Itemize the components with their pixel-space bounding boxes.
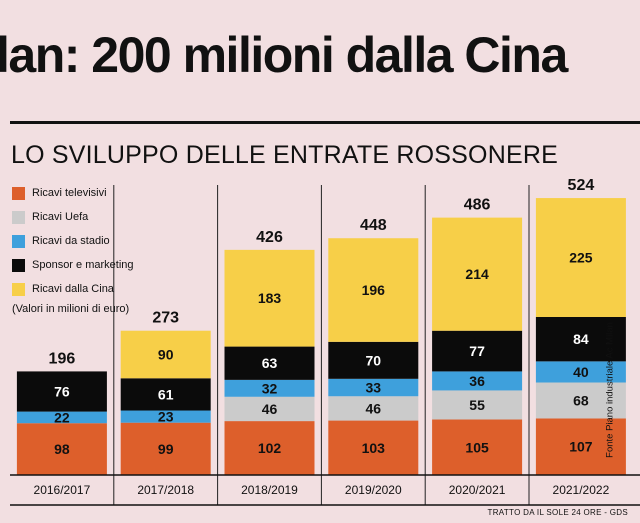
bar-segment [328,238,419,342]
legend-item: Sponsor e marketing [12,253,134,277]
segment-value-label: 70 [366,352,382,368]
segment-value-label: 46 [366,400,382,416]
bar-segment [432,419,523,475]
segment-value-label: 105 [465,439,489,455]
x-tick-label: 2020/2021 [449,483,506,497]
legend-label: Sponsor e marketing [32,259,134,271]
legend-swatch [12,186,25,200]
legend-label: Ricavi Uefa [32,211,89,223]
segment-value-label: 196 [362,282,386,298]
legend-item: Ricavi dalla Cina [12,277,134,301]
segment-value-label: 63 [262,355,278,371]
total-value-label: 273 [152,310,179,327]
credit-note: TRATTO DA IL SOLE 24 ORE - GDS [487,508,628,517]
segment-value-label: 99 [158,441,174,457]
segment-value-label: 23 [158,409,174,425]
segment-value-label: 98 [54,441,70,457]
segment-value-label: 36 [469,373,485,389]
legend-swatch [12,234,25,248]
bar-segment [120,422,211,475]
bar-segment [16,411,107,424]
bar-segment [224,396,315,422]
legend-label: Ricavi televisivi [32,187,107,199]
legend-swatch [12,210,25,224]
segment-value-label: 55 [469,397,485,413]
legend-swatch [12,258,25,272]
bar-segment [120,330,211,379]
bar-segment [16,371,107,412]
total-value-label: 486 [464,197,491,214]
bar-segment [535,382,626,419]
bar-segment [535,316,626,362]
legend-item: Ricavi Uefa [12,205,134,229]
bar-segment [224,249,315,347]
x-tick-label: 2016/2017 [34,483,91,497]
segment-value-label: 103 [362,440,386,456]
source-note: Fonte Piano industriale Ac Milan [603,300,617,480]
bar-segment [328,396,419,421]
legend-label: Ricavi dalla Cina [32,283,114,295]
legend-item: Ricavi da stadio [12,229,134,253]
x-tick-label: 2019/2020 [345,483,402,497]
segment-value-label: 77 [469,343,485,359]
segment-value-label: 33 [366,380,382,396]
segment-value-label: 90 [158,347,174,363]
segment-value-label: 183 [258,290,282,306]
bar-segment [432,371,523,391]
bar-segment [328,378,419,397]
bar-segment [535,361,626,383]
bar-segment [432,330,523,372]
segment-value-label: 32 [262,380,278,396]
segment-value-label: 214 [465,266,489,282]
segment-value-label: 46 [262,401,278,417]
bar-segment [224,346,315,380]
legend: Ricavi televisivi Ricavi Uefa Ricavi da st… [12,181,134,315]
segment-value-label: 102 [258,440,282,456]
segment-value-label: 68 [573,392,589,408]
legend-label: Ricavi da stadio [32,235,110,247]
unit-note: (Valori in milioni di euro) [12,303,130,315]
segment-value-label: 76 [54,383,70,399]
bar-segment [224,421,315,475]
total-value-label: 448 [360,217,387,234]
bar-segment [120,410,211,423]
legend-swatch [12,282,25,296]
x-tick-label: 2021/2022 [553,483,610,497]
headline: lan: 200 milioni dalla Cina [0,27,568,83]
bar-segment [224,379,315,397]
bar-segment [16,423,107,475]
segment-value-label: 107 [569,439,593,455]
bar-segment [535,418,626,475]
segment-value-label: 61 [158,386,174,402]
bar-segment [120,378,211,411]
source-text: Fonte Piano industriale Ac Milan [604,322,616,458]
segment-value-label: 40 [573,364,589,380]
segment-value-label: 225 [569,250,593,266]
chart-title: LO SVILUPPO DELLE ENTRATE ROSSONERE [11,141,558,169]
legend-item: Ricavi televisivi [12,181,134,205]
total-value-label: 426 [256,229,283,246]
total-value-label: 524 [568,177,595,194]
total-value-label: 196 [49,350,76,367]
bar-segment [535,198,626,317]
segment-value-label: 84 [573,331,589,347]
x-tick-label: 2017/2018 [137,483,194,497]
headline-rule [10,121,640,124]
bar-segment [328,341,419,379]
x-tick-label: 2018/2019 [241,483,298,497]
segment-value-label: 22 [54,409,70,425]
bar-segment [328,420,419,475]
bar-segment [432,217,523,331]
bar-segment [432,390,523,420]
